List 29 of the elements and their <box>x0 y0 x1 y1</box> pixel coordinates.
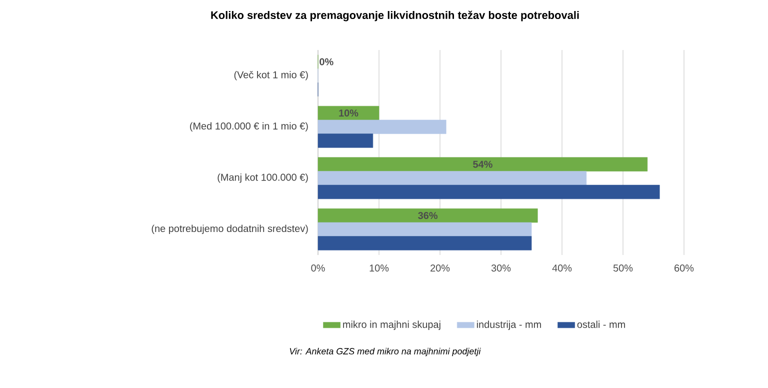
bar <box>318 157 648 172</box>
data-label: 36% <box>418 212 438 220</box>
y-tick-label: (Med 100.000 € in 1 mio €) <box>190 122 308 132</box>
data-label: 0% <box>320 58 334 66</box>
legend-label: ostali - mm <box>577 320 625 328</box>
y-tick-label: (Manj kot 100.000 €) <box>218 173 308 183</box>
bar <box>318 106 380 120</box>
bar <box>318 208 538 223</box>
bar <box>318 171 587 186</box>
y-tick-label: (ne potrebujemo dodatnih sredstev) <box>152 224 308 234</box>
legend-label: mikro in majhni skupaj <box>343 320 440 330</box>
bar <box>318 120 446 134</box>
bar <box>318 222 532 236</box>
data-label: 10% <box>339 110 358 117</box>
x-tick-label: 40% <box>552 264 572 272</box>
x-tick-label: 30% <box>491 264 511 272</box>
x-tick-label: 50% <box>613 264 633 272</box>
legend-label: industrija - mm <box>476 320 541 330</box>
bar <box>318 134 374 148</box>
bar <box>318 184 660 200</box>
data-label: 54% <box>473 160 492 168</box>
x-tick-label: 60% <box>674 264 694 272</box>
y-tick-label: (Več kot 1 mio €) <box>234 70 308 80</box>
x-tick-label: 20% <box>430 264 450 272</box>
text: Vir: Anketa GZS med mikro na majhnimi podjetji <box>290 348 481 356</box>
x-tick-label: 0% <box>311 264 325 272</box>
chart-title: Koliko sredstev za premagovanje likvidnostnih težav boste potrebovali <box>211 10 579 22</box>
x-tick-label: 10% <box>370 264 389 272</box>
bar <box>318 236 532 250</box>
